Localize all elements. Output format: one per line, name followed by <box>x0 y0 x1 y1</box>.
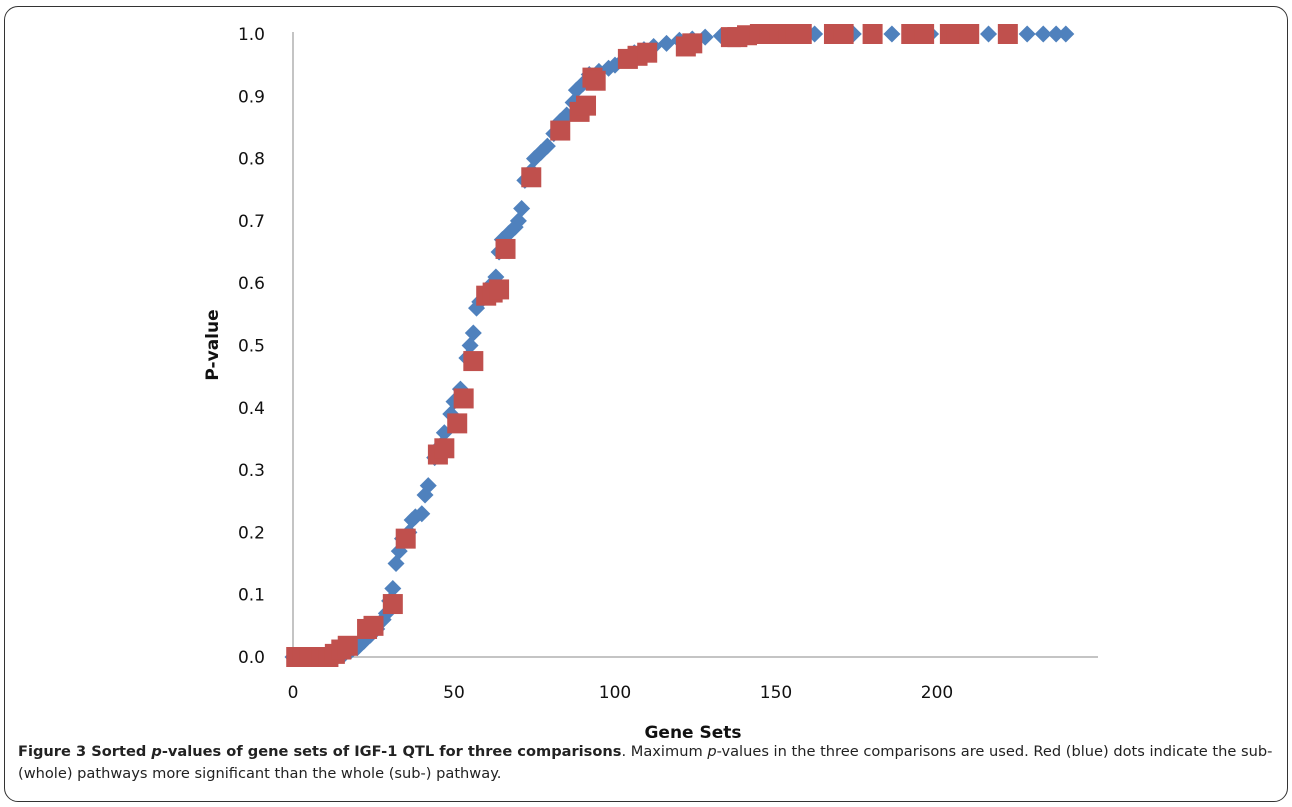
data-point-blue <box>1047 25 1065 43</box>
x-tick-label: 50 <box>443 683 465 703</box>
data-point-red <box>363 615 384 636</box>
data-point-blue <box>1034 25 1052 43</box>
y-tick-label: 0.9 <box>238 87 265 107</box>
data-point-red <box>585 70 606 91</box>
data-point-red <box>489 279 510 300</box>
data-point-blue <box>538 137 556 155</box>
caption-p-italic: p <box>707 743 717 760</box>
caption-title: Figure 3 Sorted p-values of gene sets of… <box>18 743 622 760</box>
caption-text-1: . Maximum <box>621 743 708 760</box>
data-point-blue <box>419 477 437 495</box>
data-point-red <box>576 95 597 116</box>
data-point-red <box>914 24 935 44</box>
y-tick-label: 1.0 <box>238 25 265 45</box>
y-tick-label: 0.7 <box>238 212 265 232</box>
axes <box>292 32 1098 658</box>
data-point-red <box>447 413 468 434</box>
data-point-red <box>382 594 403 615</box>
data-point-blue <box>513 199 531 217</box>
data-point-blue <box>413 505 431 523</box>
x-tick-label: 150 <box>760 683 792 703</box>
y-tick-label: 0.2 <box>238 523 265 543</box>
y-tick-label: 0.6 <box>238 274 265 294</box>
data-point-red <box>959 24 980 44</box>
caption-text-2: -values in the three comparisons are use… <box>18 743 1273 782</box>
data-point-red <box>833 24 854 44</box>
data-point-blue <box>1018 25 1036 43</box>
data-point-blue <box>658 34 676 52</box>
data-point-red <box>453 388 474 409</box>
data-point-red <box>550 120 571 141</box>
data-point-blue <box>980 25 998 43</box>
tick-labels: 0.0 0.1 0.2 0.3 0.4 0.5 0.6 0.7 0.8 0.9 1.0 0 50 100 1… <box>238 25 953 703</box>
y-tick-label: 0.1 <box>238 586 265 606</box>
data-point-blue <box>883 25 901 43</box>
data-point-red <box>862 24 883 44</box>
data-point-blue <box>1057 25 1075 43</box>
data-point-red <box>682 33 703 54</box>
y-tick-label: 0.3 <box>238 461 265 481</box>
data-point-red <box>997 24 1018 44</box>
data-point-red <box>495 238 516 259</box>
x-axis-title: Gene Sets <box>644 723 741 740</box>
data-point-red <box>463 351 484 372</box>
series-blue-diamonds <box>284 25 1075 666</box>
data-point-blue <box>464 324 482 342</box>
data-point-red <box>521 167 542 188</box>
data-point-blue <box>509 212 527 230</box>
x-tick-label: 200 <box>921 683 953 703</box>
x-tick-label: 0 <box>288 683 299 703</box>
data-point-red <box>434 438 455 459</box>
figure-frame <box>4 6 1288 802</box>
data-point-blue <box>384 579 402 597</box>
caption-label: Figure 3 <box>18 743 87 760</box>
y-axis-title: P-value <box>203 309 223 380</box>
data-point-red <box>637 42 658 63</box>
y-tick-label: 0.5 <box>238 337 265 357</box>
scatter-chart: 0.0 0.1 0.2 0.3 0.4 0.5 0.6 0.7 0.8 0.9 1.0 0 50 100 1… <box>203 24 1098 740</box>
data-point-red <box>337 635 358 656</box>
y-tick-label: 0.4 <box>238 399 265 419</box>
figure-caption: Figure 3 Sorted p-values of gene sets of… <box>18 741 1280 785</box>
data-point-blue <box>387 555 405 573</box>
y-tick-label: 0.0 <box>238 648 265 668</box>
y-tick-label: 0.8 <box>238 150 265 170</box>
data-point-red <box>395 528 416 549</box>
data-point-red <box>791 24 812 44</box>
x-tick-label: 100 <box>599 683 631 703</box>
series-red-squares <box>286 24 1018 667</box>
data-point-blue <box>461 337 479 354</box>
